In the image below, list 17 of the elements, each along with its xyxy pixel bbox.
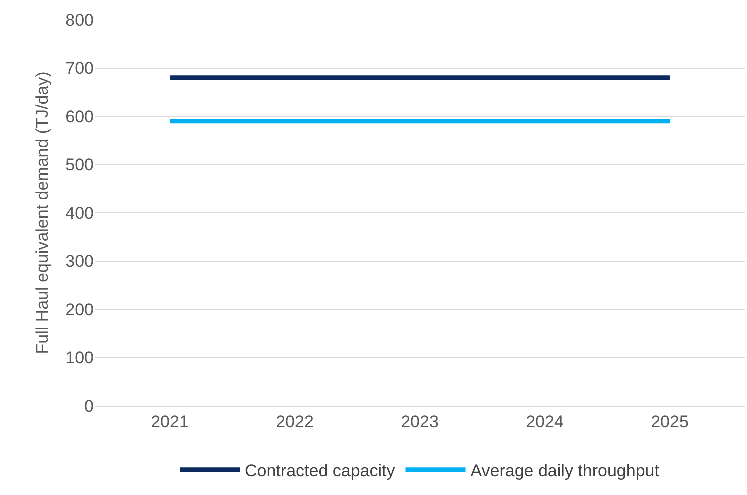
x-tick-label: 2022 [276, 412, 314, 432]
legend-label: Contracted capacity [245, 462, 396, 480]
y-tick-label: 200 [66, 300, 94, 320]
x-tick-label: 2021 [151, 412, 189, 432]
y-axis-title: Full Haul equivalent demand (TJ/day) [33, 72, 52, 354]
x-tick-label: 2023 [401, 412, 439, 432]
x-tick-label: 2024 [526, 412, 564, 432]
y-tick-label: 500 [66, 156, 94, 175]
y-tick-label: 400 [66, 204, 94, 223]
y-tick-label: 600 [66, 107, 94, 126]
y-tick-label: 700 [66, 59, 94, 78]
y-tick-label: 0 [84, 396, 94, 416]
x-tick-label: 2025 [651, 412, 689, 432]
y-tick-label: 100 [66, 348, 94, 368]
legend-label: Average daily throughput [470, 462, 660, 480]
y-tick-label: 300 [66, 252, 94, 272]
y-tick-label: 800 [66, 10, 94, 30]
